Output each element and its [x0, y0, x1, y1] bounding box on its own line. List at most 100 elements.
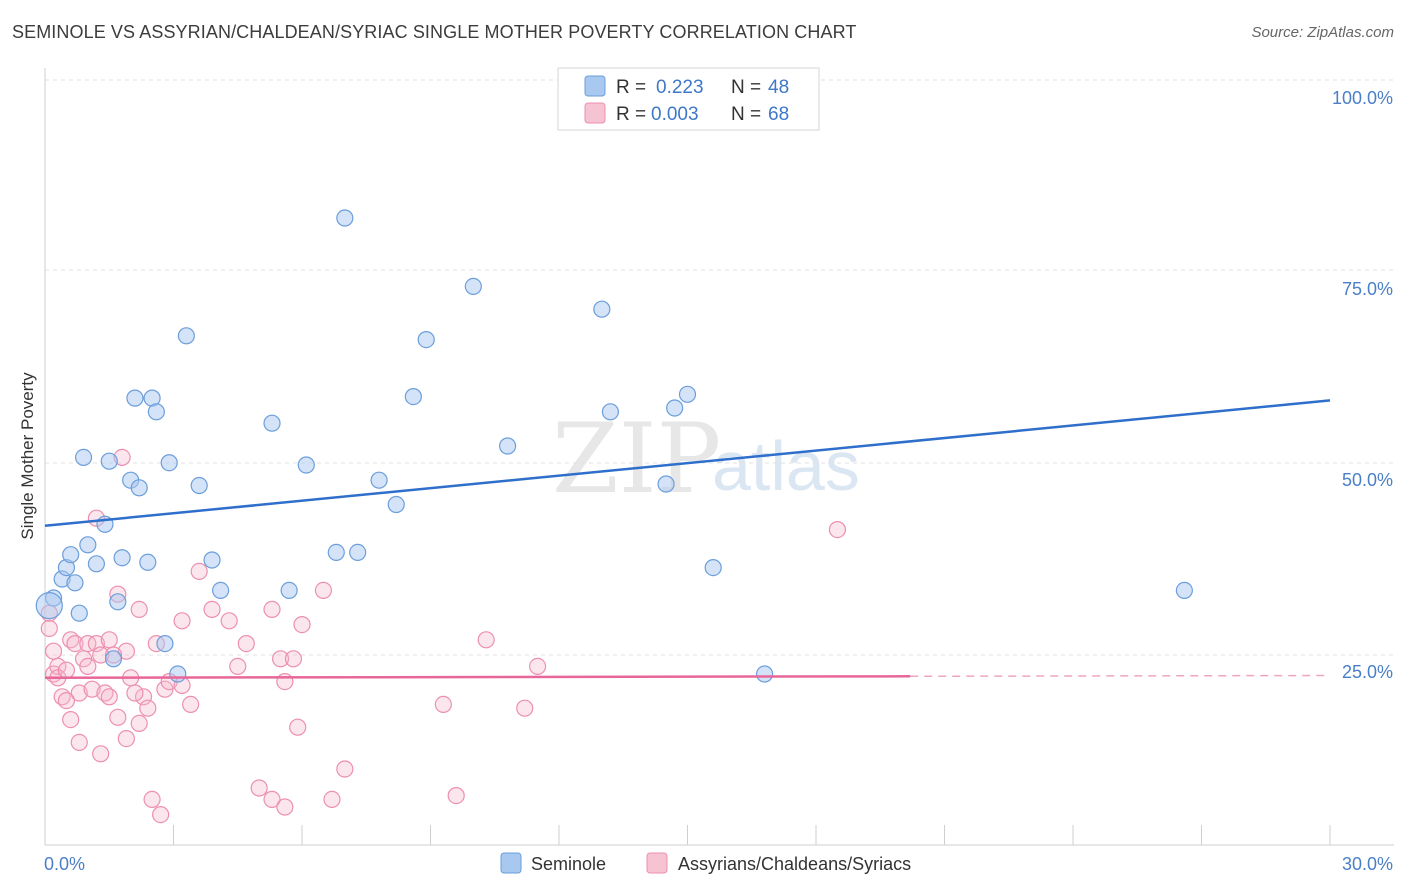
assyrian-point: [323, 790, 341, 809]
assyrian-point: [126, 684, 144, 702]
seminole-point: [66, 574, 84, 592]
trend-lines: [44, 399, 1331, 680]
seminole-point: [160, 454, 178, 472]
source-label: Source: ZipAtlas.com: [1251, 24, 1394, 41]
seminole-point: [100, 452, 118, 470]
legend-n-label-seminole: N =: [731, 77, 761, 98]
seminole-point: [593, 300, 611, 318]
seminole-point: [755, 665, 774, 683]
seminole-point: [280, 581, 298, 600]
assyrian-point: [276, 672, 294, 691]
seminole-point: [212, 581, 230, 600]
seminole-point: [104, 650, 123, 668]
y-tick-label-100: 100.0%: [1332, 88, 1393, 108]
assyrian-trend-line: [44, 675, 911, 680]
assyrian-point: [263, 600, 281, 619]
seminole-point: [190, 476, 208, 495]
seminole-point: [203, 551, 221, 569]
seminole-point: [70, 604, 88, 622]
legend-swatch-assyrian: [584, 102, 606, 124]
watermark-atlas: atlas: [712, 427, 860, 505]
bottom-legend-label-seminole: Seminole: [531, 854, 606, 874]
assyrian-point: [70, 684, 88, 702]
seminole-point: [156, 634, 174, 653]
assyrian-point: [109, 708, 127, 726]
assyrian-point: [152, 805, 170, 824]
seminole-point: [79, 536, 97, 554]
assyrian-point: [289, 718, 307, 736]
legend: R = 0.223 N = 48 R = 0.003 N = 68: [557, 67, 820, 131]
assyrian-point: [83, 680, 101, 698]
x-tick-label-min: 0.0%: [44, 854, 85, 874]
assyrian-point: [276, 798, 294, 816]
assyrian-point: [143, 790, 161, 809]
seminole-point: [370, 471, 388, 489]
assyrian-point: [173, 612, 191, 630]
seminole-point: [404, 388, 422, 406]
assyrian-point: [434, 695, 452, 714]
assyrian-points: [40, 448, 847, 824]
x-tick-label-max: 30.0%: [1342, 854, 1393, 874]
seminole-trend-line: [44, 399, 1331, 528]
assyrian-point: [229, 657, 247, 676]
seminole-point: [35, 591, 63, 620]
assyrian-point: [79, 657, 97, 676]
seminole-point: [169, 665, 187, 683]
seminole-point: [336, 209, 354, 227]
y-tick-label-25: 25.0%: [1342, 662, 1393, 682]
seminole-point: [464, 277, 482, 295]
seminole-point: [130, 479, 148, 497]
assyrian-point: [100, 631, 118, 649]
assyrian-point: [117, 729, 135, 748]
assyrian-point: [528, 657, 547, 676]
seminole-point: [704, 558, 722, 577]
axes: 100.0% 75.0% 50.0% 25.0% 0.0% 30.0%: [44, 68, 1394, 874]
assyrian-point: [271, 650, 290, 668]
assyrian-point: [314, 581, 333, 600]
assyrian-point: [516, 699, 534, 717]
assyrian-point: [100, 688, 118, 706]
seminole-point: [87, 555, 106, 573]
legend-n-value-seminole: 48: [768, 77, 789, 98]
legend-n-label-assyrian: N =: [731, 104, 761, 125]
assyrian-point: [44, 642, 63, 660]
seminole-point: [297, 456, 315, 474]
assyrian-point: [203, 600, 221, 619]
seminole-point: [666, 399, 684, 417]
seminole-point: [349, 543, 367, 562]
legend-r-label-seminole: R =: [616, 77, 646, 98]
bottom-legend-swatch-assyrian: [646, 852, 668, 874]
assyrian-point: [62, 710, 80, 729]
legend-swatch-seminole: [584, 75, 606, 97]
assyrian-point: [139, 699, 157, 717]
legend-r-value-assyrian: 0.003: [651, 104, 699, 125]
assyrian-point: [447, 786, 465, 805]
seminole-point: [417, 331, 435, 349]
legend-n-value-assyrian: 68: [768, 104, 789, 125]
assyrian-point: [57, 661, 76, 679]
assyrian-point: [40, 619, 58, 638]
seminole-point: [147, 403, 165, 421]
chart-title: SEMINOLE VS ASSYRIAN/CHALDEAN/SYRIAC SIN…: [12, 22, 857, 42]
seminole-point: [387, 495, 405, 514]
watermark: ZIP atlas: [552, 403, 860, 515]
assyrian-point: [284, 650, 303, 668]
seminole-point: [126, 389, 144, 407]
assyrian-point: [250, 779, 268, 797]
assyrian-point: [828, 520, 847, 539]
assyrian-trend-extension: [910, 674, 1331, 678]
watermark-zip: ZIP: [552, 403, 721, 515]
seminole-point: [601, 403, 620, 421]
bottom-legend-label-assyrian: Assyrians/Chaldeans/Syriacs: [678, 854, 911, 874]
seminole-point: [327, 543, 345, 562]
assyrian-point: [336, 760, 354, 778]
assyrian-point: [220, 612, 238, 630]
assyrian-point: [57, 691, 76, 710]
seminole-point: [1175, 581, 1193, 600]
assyrian-point: [263, 790, 281, 809]
seminole-point: [177, 327, 195, 345]
legend-r-label-assyrian: R =: [616, 104, 646, 125]
assyrian-point: [293, 615, 311, 634]
seminole-point: [657, 475, 675, 493]
